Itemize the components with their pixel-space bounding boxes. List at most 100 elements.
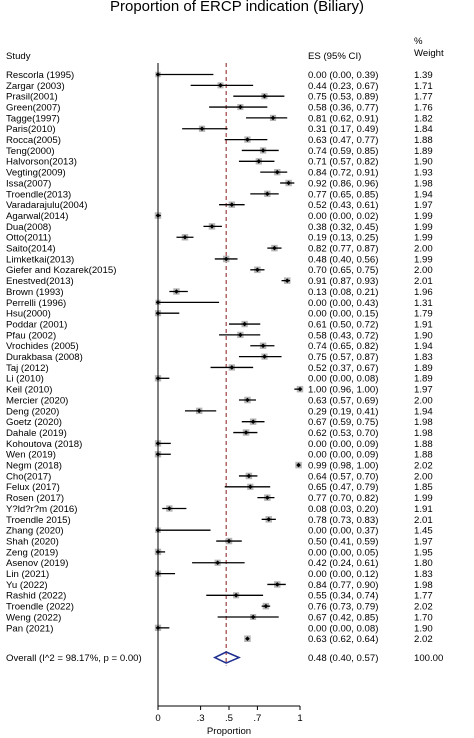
study-row: Dua(2008) 0.38 (0.32, 0.45) 1.99	[6, 222, 433, 233]
study-es-ci: 0.71 (0.57, 0.82)	[308, 157, 378, 168]
study-name: Felux (2017)	[6, 482, 60, 493]
study-es-ci: 0.00 (0.00, 0.05)	[308, 547, 378, 558]
study-row: Zhang (2020) 0.00 (0.00, 0.37) 1.45	[6, 526, 433, 537]
study-weight: 1.88	[414, 450, 433, 461]
study-es-ci: 0.58 (0.36, 0.77)	[308, 102, 378, 113]
study-row: Enestved(2013) 0.91 (0.87, 0.93) 2.01	[6, 276, 433, 287]
study-name: Goetz (2020)	[6, 417, 62, 428]
study-weight: 1.88	[414, 439, 433, 450]
study-weight: 2.02	[414, 461, 433, 472]
study-weight: 1.98	[414, 417, 433, 428]
study-row: Mercier (2020) 0.63 (0.57, 0.69) 2.00	[6, 395, 433, 406]
study-weight: 1.77	[414, 591, 433, 602]
study-name: Cho(2017)	[6, 471, 51, 482]
study-es-ci: 0.67 (0.59, 0.75)	[308, 417, 378, 428]
study-name: Pan (2021)	[6, 623, 53, 634]
study-point-estimate	[272, 245, 277, 251]
study-name: Keil (2010)	[6, 385, 52, 396]
study-weight: 1.98	[414, 178, 433, 189]
study-point-estimate	[167, 506, 172, 511]
study-row: Pfau (2002) 0.58 (0.43, 0.72) 1.90	[6, 330, 433, 341]
study-weight: 1.98	[414, 428, 433, 439]
study-weight: 1.71	[414, 81, 433, 92]
study-point-estimate	[266, 517, 272, 522]
study-es-ci: 0.70 (0.65, 0.75)	[308, 265, 378, 276]
study-row: Troendle (2022) 0.76 (0.73, 0.79) 2.02	[6, 602, 433, 613]
study-weight: 1.99	[414, 254, 433, 265]
study-weight: 1.31	[414, 298, 433, 309]
study-name: Paris(2010)	[6, 124, 56, 135]
study-name: Taj (2012)	[6, 363, 49, 374]
study-name: Asenov (2019)	[6, 558, 68, 569]
study-weight: 1.97	[414, 200, 433, 211]
study-es-ci: 0.82 (0.77, 0.87)	[308, 244, 378, 255]
study-name: Brown (1993)	[6, 287, 64, 298]
study-row: Rescorla (1995) 0.00 (0.00, 0.39) 1.39	[6, 70, 433, 81]
study-weight: 2.02	[414, 634, 433, 645]
study-es-ci: 0.48 (0.40, 0.56)	[308, 254, 378, 265]
study-name: Perrelli (1996)	[6, 298, 66, 309]
study-es-ci: 0.84 (0.77, 0.90)	[308, 580, 378, 591]
study-es-ci: 0.64 (0.57, 0.70)	[308, 471, 378, 482]
study-weight: 1.94	[414, 341, 433, 352]
study-es-ci: 0.62 (0.53, 0.70)	[308, 428, 378, 439]
study-point-estimate	[260, 148, 266, 153]
study-es-ci: 0.61 (0.50, 0.72)	[308, 319, 378, 330]
study-row: Vrochides (2005) 0.74 (0.65, 0.82) 1.94	[6, 341, 433, 352]
study-es-ci: 0.63 (0.57, 0.69)	[308, 395, 378, 406]
study-row: Perrelli (1996) 0.00 (0.00, 0.43) 1.31	[6, 298, 433, 309]
study-es-ci: 1.00 (0.96, 1.00)	[308, 385, 378, 396]
study-name: Li (2010)	[6, 374, 44, 385]
study-row: Yu (2022) 0.84 (0.77, 0.90) 1.98	[6, 580, 433, 591]
study-point-estimate	[229, 202, 235, 207]
weight-column-header-percent: %	[414, 36, 423, 47]
study-name: Agarwal(2014)	[6, 211, 68, 222]
study-row: Durakbasa (2008) 0.75 (0.57, 0.87) 1.83	[6, 352, 433, 363]
study-weight: 1.96	[414, 287, 433, 298]
study-column-header: Study	[6, 51, 31, 62]
study-row: Halvorson(2013) 0.71 (0.57, 0.82) 1.90	[6, 157, 433, 168]
study-es-ci: 0.00 (0.00, 0.15)	[308, 309, 378, 320]
study-point-estimate	[238, 104, 243, 110]
overall-label: Overall (I^2 = 98.17%, p = 0.00)	[6, 653, 142, 664]
study-es-ci: 0.74 (0.65, 0.82)	[308, 341, 378, 352]
study-point-estimate	[245, 397, 250, 403]
study-weight: 1.97	[414, 385, 433, 396]
study-weight: 1.82	[414, 113, 433, 124]
study-weight: 2.00	[414, 471, 433, 482]
study-name: Durakbasa (2008)	[6, 352, 83, 363]
study-weight: 1.90	[414, 330, 433, 341]
study-es-ci: 0.19 (0.13, 0.25)	[308, 233, 378, 244]
study-row: Limketkai(2013) 0.48 (0.40, 0.56) 1.99	[6, 254, 433, 265]
chart-title: Proportion of ERCP indication (Biliary)	[110, 0, 364, 15]
study-weight: 1.94	[414, 189, 433, 200]
study-name: Enestved(2013)	[6, 276, 74, 287]
study-es-ci: 0.00 (0.00, 0.09)	[308, 439, 378, 450]
study-row: Taj (2012) 0.52 (0.37, 0.67) 1.89	[6, 363, 433, 374]
study-weight: 1.90	[414, 623, 433, 634]
study-weight: 1.89	[414, 363, 433, 374]
study-row: Rashid (2022) 0.55 (0.34, 0.74) 1.77	[6, 591, 433, 602]
study-name: Troendle(2013)	[6, 189, 71, 200]
study-weight: 1.88	[414, 135, 433, 146]
study-row: Goetz (2020) 0.67 (0.59, 0.75) 1.98	[6, 417, 433, 428]
weight-column-header-label: Weight	[414, 48, 444, 59]
study-row: Keil (2010) 1.00 (0.96, 1.00) 1.97	[6, 385, 433, 396]
study-name: Vrochides (2005)	[6, 341, 79, 352]
study-es-ci: 0.91 (0.87, 0.93)	[308, 276, 378, 287]
study-name: Giefer and Kozarek(2015)	[6, 265, 116, 276]
study-es-ci: 0.00 (0.00, 0.08)	[308, 623, 378, 634]
study-name: Pfau (2002)	[6, 330, 56, 341]
x-tick-label: .5	[225, 713, 233, 724]
study-point-estimate	[246, 473, 252, 479]
study-weight: 2.00	[414, 244, 433, 255]
study-name: Green(2007)	[6, 102, 60, 113]
study-es-ci: 0.08 (0.03, 0.20)	[308, 504, 378, 515]
study-weight: 1.80	[414, 558, 433, 569]
study-es-ci: 0.92 (0.86, 0.96)	[308, 178, 378, 189]
study-row: Issa(2007) 0.92 (0.86, 0.96) 1.98	[6, 178, 433, 189]
study-weight: 1.99	[414, 493, 433, 504]
study-weight: 1.83	[414, 569, 433, 580]
study-name: Troendle 2015)	[6, 515, 71, 526]
